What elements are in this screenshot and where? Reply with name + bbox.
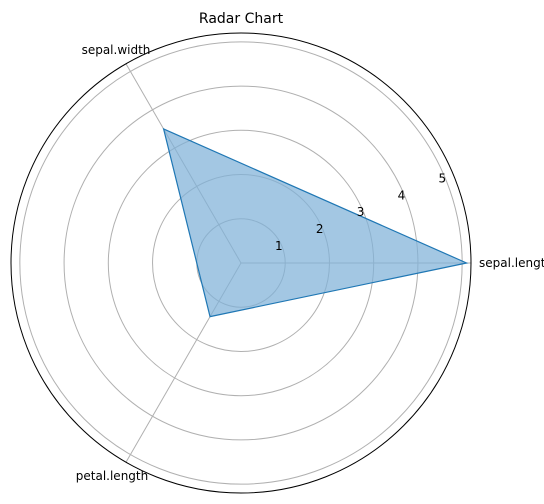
r-tick-label-4: 4 <box>398 188 406 202</box>
r-tick-label-2: 2 <box>316 222 324 236</box>
series-layer <box>162 127 469 318</box>
r-tick-label-5: 5 <box>438 171 446 185</box>
chart-title: Radar Chart <box>199 11 284 27</box>
label-layer: 1 2 3 4 5 sepal.length sepal.width petal.length <box>76 43 544 483</box>
axis-label-sepal.length: sepal.length <box>479 256 544 270</box>
r-tick-label-3: 3 <box>357 205 365 219</box>
axis-label-petal.length: petal.length <box>76 469 148 483</box>
series-area-0 <box>162 127 469 318</box>
polar-frame <box>10 32 472 494</box>
axis-label-sepal.width: sepal.width <box>82 43 151 57</box>
r-tick-label-1: 1 <box>275 239 283 253</box>
